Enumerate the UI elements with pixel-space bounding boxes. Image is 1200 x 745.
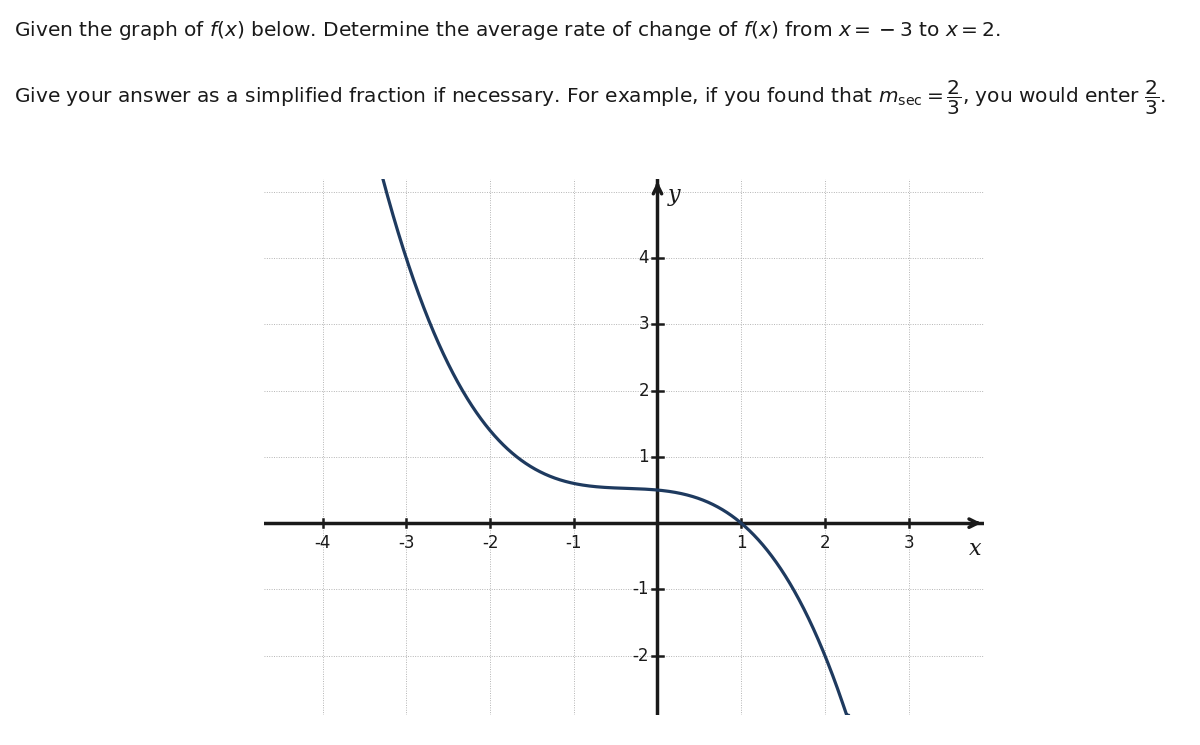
Text: y: y — [667, 184, 680, 206]
Text: 1: 1 — [638, 448, 649, 466]
Text: 1: 1 — [736, 533, 746, 552]
Text: -4: -4 — [314, 533, 331, 552]
Text: -3: -3 — [398, 533, 414, 552]
Text: 3: 3 — [904, 533, 914, 552]
Text: -1: -1 — [565, 533, 582, 552]
Text: 2: 2 — [820, 533, 830, 552]
Text: 4: 4 — [638, 250, 649, 267]
Text: -1: -1 — [632, 580, 649, 598]
Text: 2: 2 — [638, 381, 649, 400]
Text: x: x — [970, 538, 982, 559]
Text: Given the graph of $f(x)$ below. Determine the average rate of change of $f(x)$ : Given the graph of $f(x)$ below. Determi… — [14, 19, 1001, 42]
Text: -2: -2 — [632, 647, 649, 665]
Text: Give your answer as a simplified fraction if necessary. For example, if you foun: Give your answer as a simplified fractio… — [14, 78, 1166, 116]
Text: -2: -2 — [481, 533, 498, 552]
Text: 3: 3 — [638, 315, 649, 334]
